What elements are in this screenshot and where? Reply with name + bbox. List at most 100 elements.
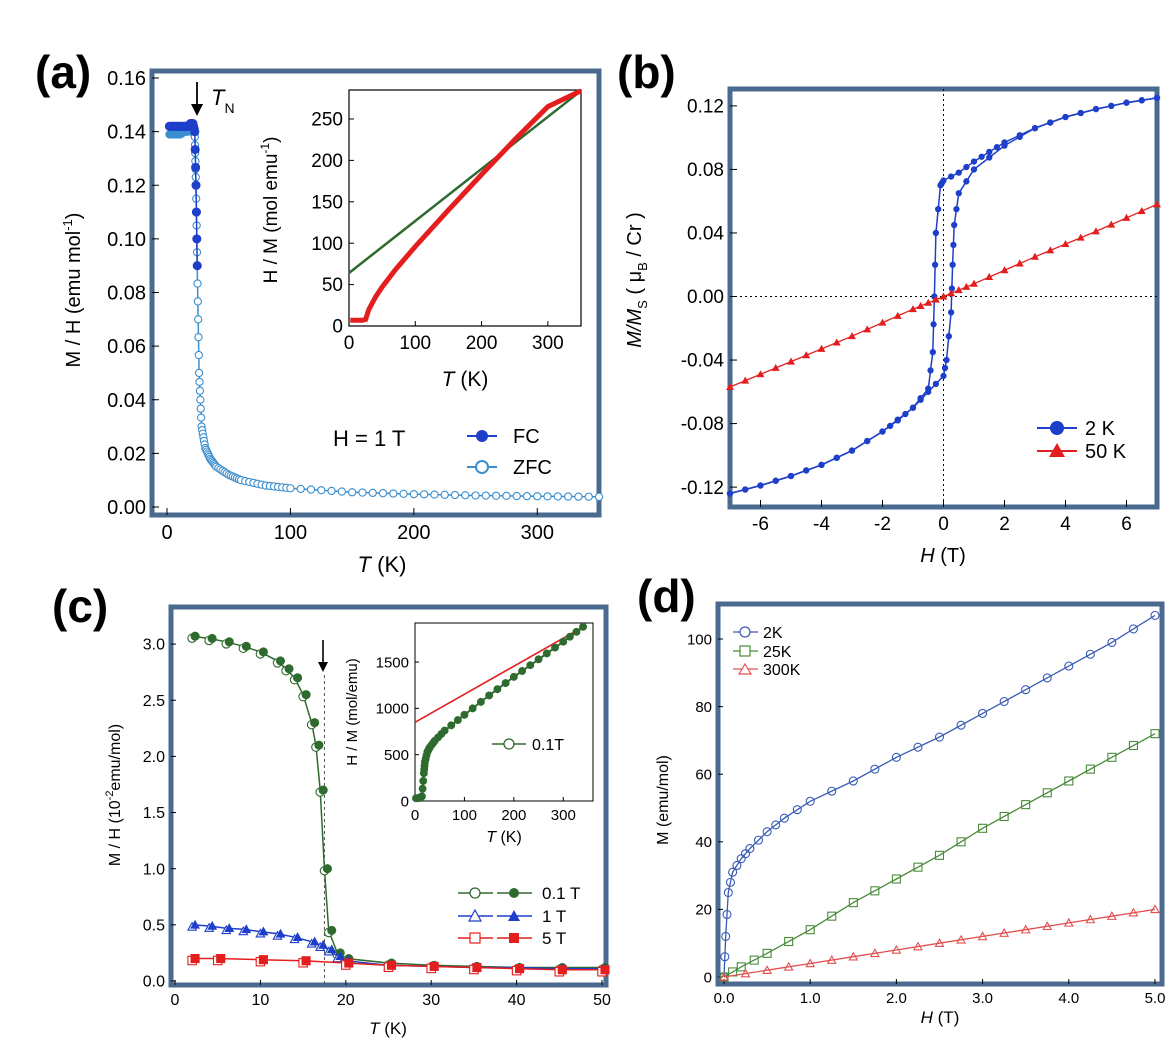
- panel-d-series-2-point: [999, 927, 1010, 937]
- panel-c-inset-ytick-label: 500: [384, 747, 409, 764]
- inset-c-point: [417, 792, 426, 801]
- zfc-point: [196, 404, 205, 413]
- point-50k: [970, 279, 978, 287]
- panel-b-xtick-label: -4: [813, 514, 830, 535]
- inset-c-point: [485, 691, 494, 700]
- series-0-filled-point: [224, 637, 234, 647]
- legend-2k-marker: [1050, 421, 1064, 435]
- panel-d-series-2-point: [1042, 921, 1053, 931]
- panel-a-xtick-label: 0: [161, 522, 172, 544]
- series-0-filled-point: [207, 633, 217, 644]
- hysteresis-point: [940, 372, 947, 380]
- panel-a-ytick-label: 0.12: [107, 175, 146, 197]
- hysteresis-point: [937, 182, 944, 189]
- panel-d-series-2-point: [934, 938, 945, 947]
- point-50k: [741, 376, 750, 384]
- panel-d-legend: 2K 25K 300K: [733, 625, 801, 679]
- hysteresis-point: [1077, 109, 1084, 117]
- panel-b-legend: 2 K 50 K: [1037, 418, 1127, 463]
- zfc-point: [461, 491, 470, 500]
- series-2-filled-point: [258, 955, 268, 965]
- panel-d-series-2-line: [723, 908, 1156, 978]
- panel-d-series-0-point: [725, 877, 736, 887]
- zfc-point: [574, 492, 583, 501]
- hysteresis-point: [1123, 99, 1130, 106]
- hysteresis-point: [1047, 119, 1054, 126]
- series-1-filled-point: [309, 936, 320, 946]
- zfc-point: [195, 377, 204, 387]
- series-0-filled-point: [275, 656, 286, 666]
- panel-a-xtick-label: 100: [274, 522, 307, 544]
- point-50k: [832, 338, 841, 346]
- point-50k: [1061, 239, 1070, 248]
- panel-b-ytick-label: 0.12: [687, 97, 724, 118]
- series-0-filled-point: [284, 664, 294, 674]
- panel-d-frame: [715, 601, 1165, 987]
- panel-d-series-0-point: [723, 887, 733, 898]
- point-50k: [1122, 213, 1131, 221]
- panel-b-xtick-label: -6: [752, 514, 769, 535]
- inset-c-point: [440, 726, 449, 735]
- series-0-filled-point: [322, 864, 333, 874]
- panel-c-inset-ylabel: H / M (mol/emu): [344, 658, 361, 766]
- panel-a-inset-ytick-label: 100: [311, 234, 343, 255]
- panel-c-label: (c): [52, 580, 108, 632]
- panel-d-series-2-point: [1063, 917, 1074, 927]
- legend-1t-marker-filled: [508, 910, 520, 921]
- panel-d-series-0-line: [723, 614, 1156, 978]
- panel-d-xtick-label: 3.0: [972, 990, 993, 1007]
- panel-d-series-1-point: [762, 948, 772, 958]
- panel-c-ytick-label: 1.5: [143, 805, 165, 822]
- legend-fc-label: FC: [513, 426, 540, 448]
- panel-d-series-1-point: [1107, 752, 1117, 762]
- zfc-point: [194, 333, 203, 342]
- hysteresis-point: [879, 428, 886, 435]
- series-1-filled-point: [207, 920, 218, 930]
- panel-d-series-2-point: [1150, 904, 1160, 914]
- panel-d-series-0-point: [870, 764, 880, 774]
- inset-legend-label: 0.1T: [532, 737, 564, 754]
- panel-d-series-1-point: [827, 911, 837, 921]
- point-50k: [916, 301, 925, 309]
- series-0-filled-point: [301, 690, 311, 700]
- panel-d-series-0-point: [1128, 624, 1138, 634]
- hysteresis-point: [951, 221, 958, 229]
- inset-c-point: [526, 661, 535, 670]
- series-2-filled-point: [301, 956, 311, 966]
- panel-d-series-0-point: [792, 805, 802, 815]
- inset-c-point: [534, 655, 543, 664]
- panel-c-xtick-label: 50: [593, 992, 611, 1009]
- panel-a-inset-data: [348, 88, 583, 323]
- fc-point: [192, 261, 202, 271]
- inset-c-point: [559, 637, 568, 646]
- hysteresis-point: [935, 205, 942, 213]
- point-50k: [1076, 233, 1085, 241]
- inset-c-point: [518, 667, 527, 675]
- panel-a-ytick-label: 0.02: [107, 443, 146, 465]
- panel-b-xtick-label: 2: [999, 514, 1010, 535]
- zfc-point: [196, 395, 205, 404]
- panel-a-field-label: H = 1 T: [333, 426, 405, 451]
- zfc-point: [193, 279, 202, 288]
- series-2-filled-point: [600, 965, 610, 975]
- panel-d-series-2-point: [762, 965, 773, 974]
- zfc-point: [502, 491, 511, 501]
- hysteresis-point: [986, 148, 993, 156]
- inset-c-point: [579, 622, 588, 631]
- panel-c-data: [186, 631, 610, 977]
- series-2-filled-point: [386, 960, 397, 970]
- series-1-filled-point: [275, 928, 286, 938]
- series-1-filled-point: [258, 926, 269, 936]
- panel-d-xtick-label: 4.0: [1058, 990, 1079, 1007]
- panel-c-inset-legend: 0.1T: [492, 737, 564, 754]
- panel-b-xtick-label: -2: [874, 514, 891, 535]
- panel-a-label: (a): [35, 46, 91, 98]
- series-0-filled-point: [310, 718, 320, 728]
- panel-d-series-0-point: [827, 786, 837, 796]
- panel-b-xtick-label: 6: [1121, 514, 1132, 535]
- point-50k: [985, 272, 994, 280]
- panel-d-series-2-point: [719, 971, 729, 981]
- legend-d300k-label: 300K: [763, 662, 801, 679]
- legend-01t-marker-filled: [509, 888, 519, 898]
- inset-legend-marker: [503, 738, 515, 750]
